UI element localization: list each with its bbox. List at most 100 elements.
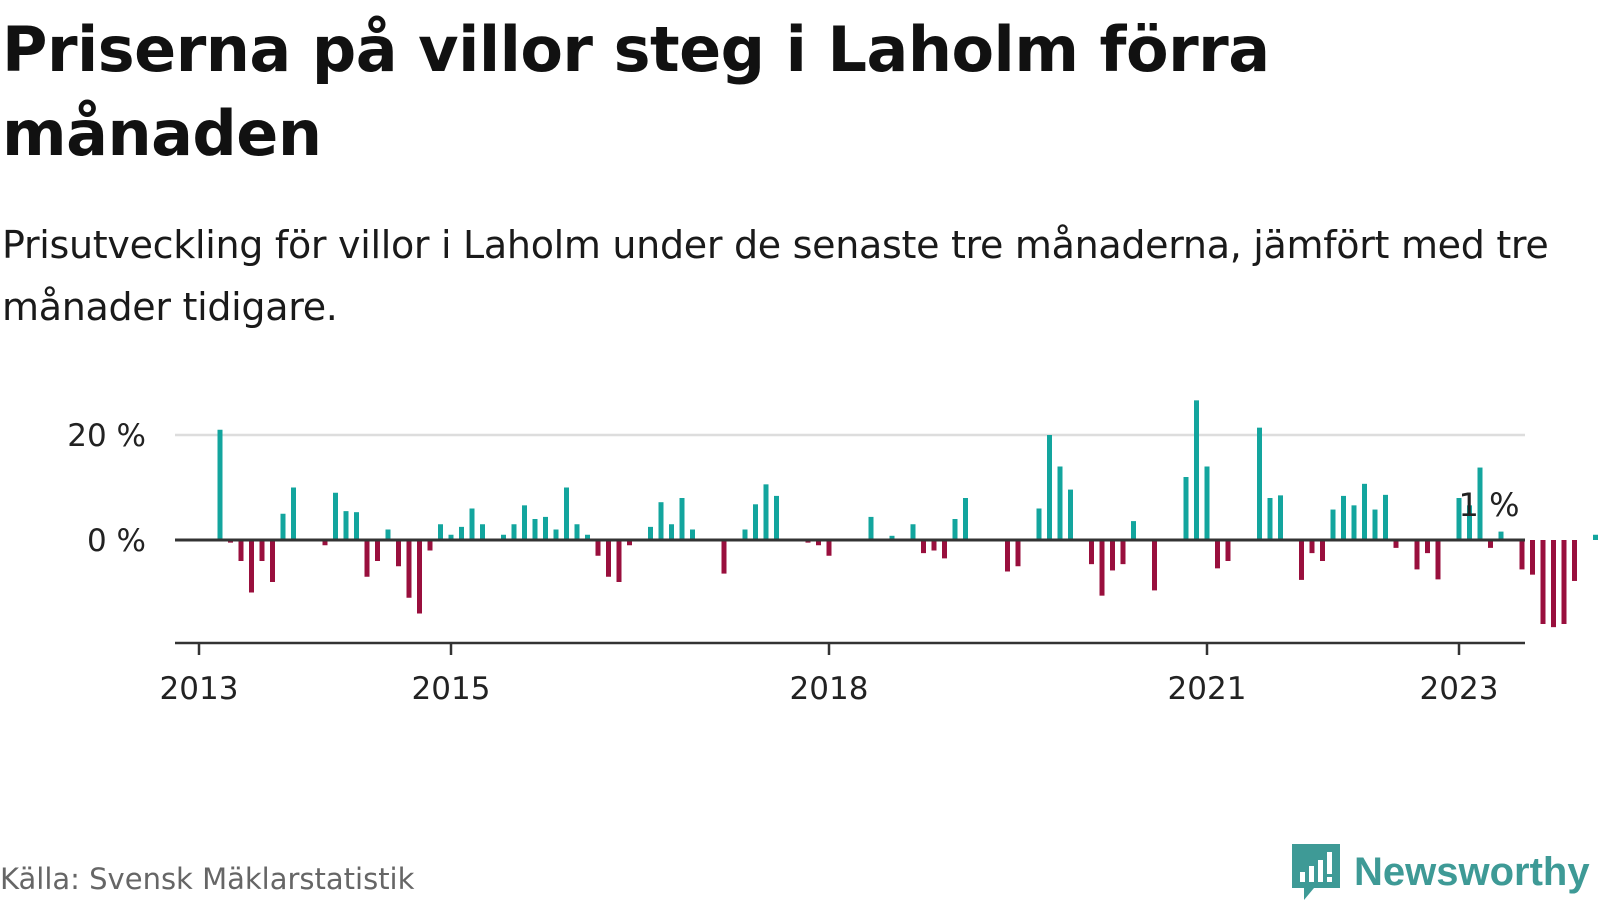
bars (217, 400, 1598, 628)
bar (721, 540, 727, 574)
bar (1467, 505, 1472, 540)
bar (1519, 540, 1525, 570)
bar (322, 540, 328, 546)
bar (742, 529, 748, 540)
bar (774, 495, 779, 540)
bar (396, 540, 401, 567)
bar (333, 492, 338, 540)
bar (690, 529, 695, 540)
bar (1362, 483, 1367, 540)
bar (1530, 540, 1535, 575)
bar (438, 524, 443, 540)
x-tick-label: 2023 (1420, 671, 1499, 707)
bar (889, 535, 895, 540)
x-tick-label: 2018 (790, 671, 869, 707)
bar (574, 524, 580, 540)
bar (627, 540, 632, 546)
bar (585, 534, 590, 540)
bar (1488, 540, 1493, 548)
bar (648, 526, 653, 540)
bar (1036, 508, 1042, 540)
bar (1498, 531, 1504, 540)
bar (1320, 540, 1325, 561)
bar (354, 512, 359, 540)
bar (1393, 540, 1399, 548)
bar (1593, 534, 1598, 540)
x-axis: 2013 2015 2018 2021 2023 (160, 538, 1525, 707)
bar (1183, 477, 1189, 540)
bar (1309, 540, 1315, 554)
bar (501, 534, 506, 540)
bar (1152, 540, 1157, 591)
newsworthy-logo-icon (1292, 844, 1340, 900)
bar (1005, 540, 1010, 572)
bar (1047, 435, 1052, 540)
bar (595, 540, 601, 556)
bar (1561, 540, 1567, 624)
bar (1204, 466, 1210, 540)
bar (816, 540, 821, 546)
bar-chart: 20 % 0 % 2013 2015 2018 2021 2023 1 % (67, 400, 1598, 707)
bar (1057, 466, 1063, 540)
bar (1120, 540, 1126, 565)
bar (963, 498, 968, 540)
bar (217, 429, 223, 540)
y-tick-label: 20 % (67, 418, 146, 454)
bar (1110, 540, 1115, 571)
bar (1278, 495, 1283, 540)
bar (406, 540, 412, 598)
bar (343, 511, 349, 540)
bar (606, 540, 611, 577)
bar (931, 540, 937, 551)
bar (543, 516, 548, 540)
x-tick-label: 2013 (160, 671, 239, 707)
bar (616, 540, 622, 582)
bar (259, 540, 265, 561)
source-note: Källa: Svensk Mäklarstatistik (0, 862, 415, 896)
y-tick-label: 0 % (87, 523, 146, 559)
bar (1477, 467, 1483, 540)
bar (1330, 509, 1336, 540)
bar (238, 540, 244, 561)
bar (921, 540, 926, 554)
bar (1435, 540, 1441, 580)
bar (1540, 540, 1546, 624)
bar (417, 540, 422, 614)
bar (291, 487, 296, 540)
bar (1414, 540, 1420, 570)
bar (249, 540, 254, 593)
bar (1456, 498, 1462, 540)
bar (1351, 505, 1357, 540)
bar (1551, 540, 1556, 628)
bar (1425, 540, 1430, 554)
x-tick-label: 2021 (1168, 671, 1247, 707)
bar (522, 505, 527, 540)
bar (679, 498, 685, 540)
bar (1383, 494, 1388, 540)
newsworthy-logo: Newsworthy (1290, 842, 1590, 902)
bar (1068, 489, 1073, 540)
bar (280, 513, 286, 540)
bar (1099, 540, 1105, 596)
bar (553, 529, 559, 540)
brand-name: Newsworthy (1354, 849, 1590, 894)
bar (1131, 521, 1136, 540)
bar (1572, 540, 1577, 581)
bar (910, 524, 916, 540)
bar (480, 524, 485, 540)
bar (448, 534, 454, 540)
y-axis-labels: 20 % 0 % (67, 418, 146, 559)
bar (564, 487, 569, 540)
last-value-label: 1 % (1459, 486, 1520, 524)
bar (1257, 427, 1262, 540)
bar (1089, 540, 1094, 565)
bar (1299, 540, 1304, 580)
bar (942, 540, 947, 559)
bar (270, 540, 275, 582)
bar (1015, 540, 1021, 567)
bar (427, 540, 433, 551)
bar (763, 484, 769, 540)
bar (952, 519, 958, 540)
bar (532, 519, 538, 540)
bar (669, 524, 674, 540)
